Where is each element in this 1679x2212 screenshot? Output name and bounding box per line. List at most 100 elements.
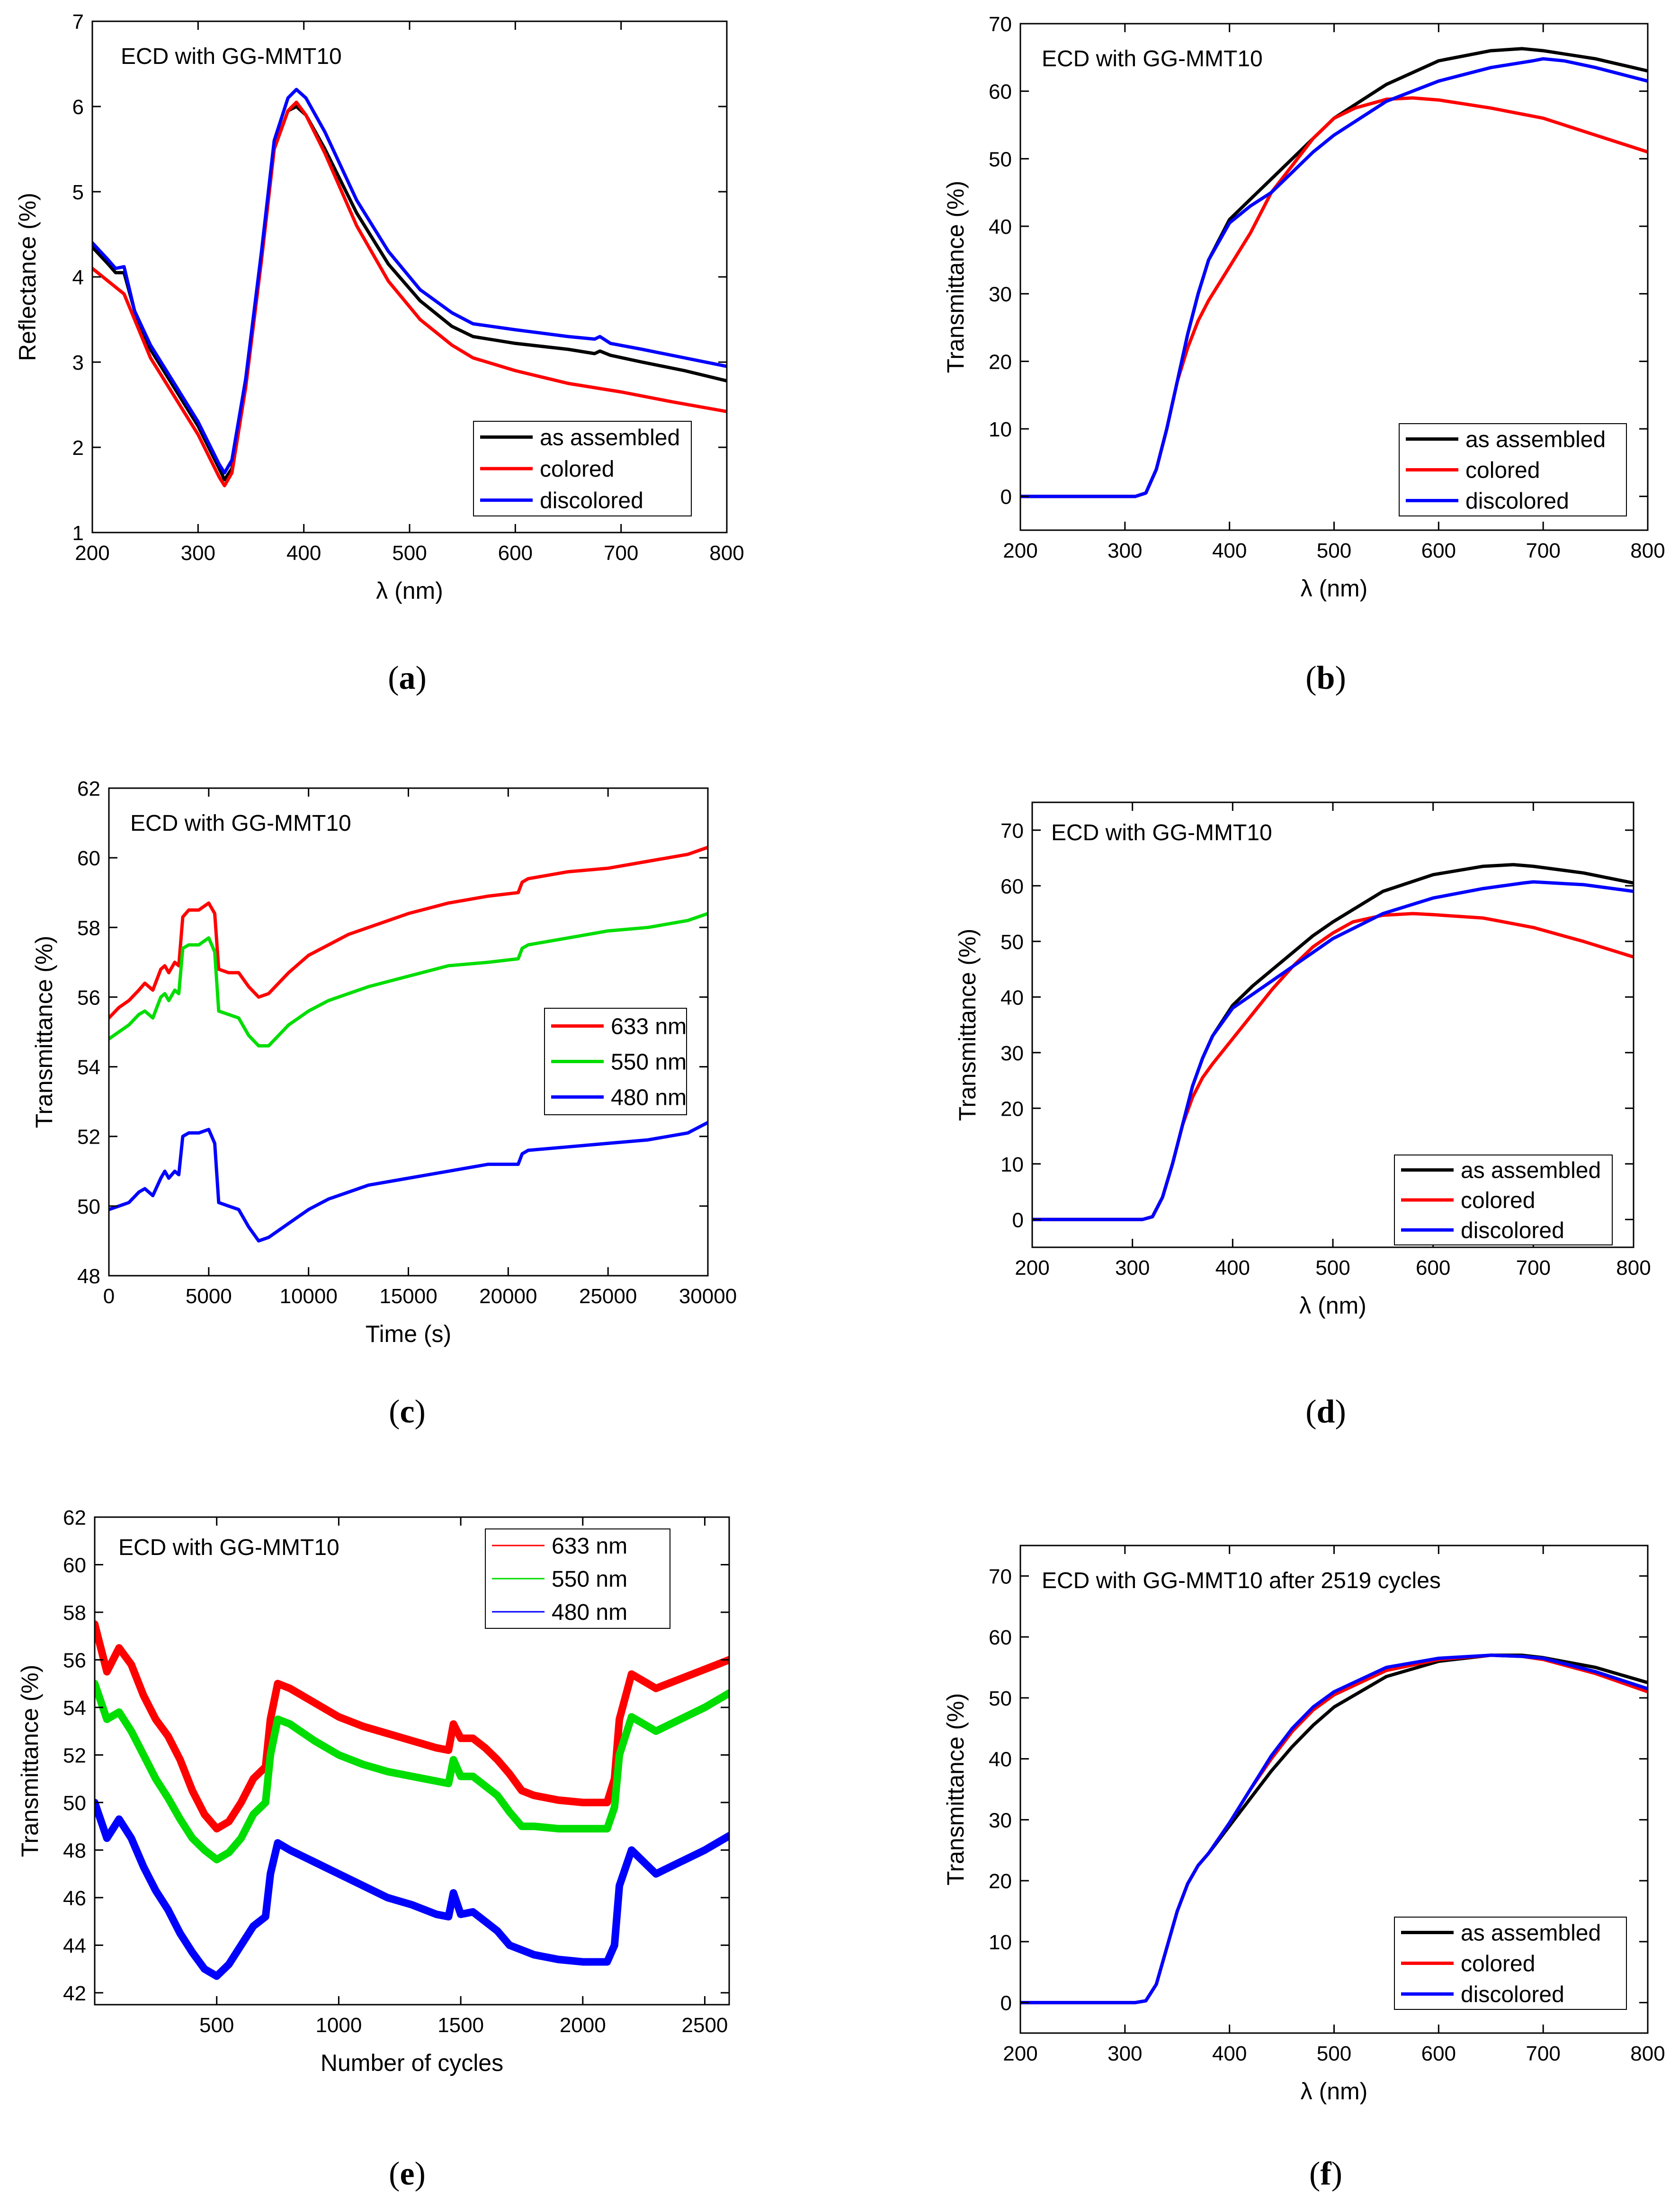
x-tick-label: 200 xyxy=(1015,1256,1049,1279)
x-tick-label: 300 xyxy=(181,542,215,565)
y-tick-label: 44 xyxy=(63,1934,86,1957)
y-tick-label: 54 xyxy=(77,1056,100,1079)
y-tick-label: 10 xyxy=(989,418,1012,441)
legend-entry-label: as assembled xyxy=(1461,1158,1601,1183)
x-axis-label: λ (nm) xyxy=(376,577,443,604)
x-tick-label: 15000 xyxy=(379,1285,437,1308)
x-tick-label: 2000 xyxy=(560,2014,606,2037)
chart-panel-e: 500 1000 1500 2000 2500 42 44 46 48 50 52 54 56 58 60 6… xyxy=(17,1506,730,2192)
y-tick-label: 20 xyxy=(989,1870,1012,1893)
y-tick-label: 60 xyxy=(989,1626,1012,1649)
legend-entry-label: 550 nm xyxy=(611,1050,687,1075)
y-tick-label: 40 xyxy=(989,1748,1012,1771)
chart-panel-a: 200 300 400 500 600 700 800 1 2 3 4 5 6 7 λ (nm) Reflec… xyxy=(14,10,744,696)
legend: as assembled colored discolored xyxy=(1394,1155,1613,1245)
legend-entry-label: colored xyxy=(1465,458,1540,483)
legend-entry-label: 550 nm xyxy=(552,1567,627,1592)
x-tick-label: 500 xyxy=(1315,1256,1350,1279)
series-line-c-1 xyxy=(109,912,708,1048)
series-line-c-0 xyxy=(109,845,708,1020)
x-axis-label: Time (s) xyxy=(366,1321,451,1347)
x-tick-label: 400 xyxy=(1215,1256,1250,1279)
x-tick-label: 800 xyxy=(1630,2042,1665,2065)
chart-title: ECD with GG-MMT10 xyxy=(130,811,351,836)
x-tick-label: 300 xyxy=(1115,1256,1150,1279)
chart-title: ECD with GG-MMT10 after 2519 cycles xyxy=(1042,1568,1441,1593)
y-tick-label: 50 xyxy=(63,1792,86,1815)
legend-entry-label: colored xyxy=(1461,1188,1535,1213)
x-tick-label: 300 xyxy=(1107,539,1142,562)
chart-title: ECD with GG-MMT10 xyxy=(1051,820,1272,845)
y-tick-label: 42 xyxy=(63,1982,86,2005)
x-axis-label: λ (nm) xyxy=(1299,1292,1366,1319)
y-tick-label: 56 xyxy=(77,986,100,1009)
x-tick-label: 200 xyxy=(75,542,109,565)
x-tick-label: 5000 xyxy=(186,1285,232,1308)
y-tick-label: 60 xyxy=(989,80,1012,104)
series-line-f-2 xyxy=(1020,1653,1648,2005)
panel-label: (a) xyxy=(388,660,427,696)
y-tick-label: 5 xyxy=(72,181,84,204)
chart-panel-c: 0 5000 10000 15000 20000 25000 30000 48 50 52 54 56… xyxy=(31,777,737,1430)
series-line-e-0 xyxy=(95,1620,729,1833)
x-tick-label: 10000 xyxy=(279,1285,337,1308)
y-tick-label: 6 xyxy=(72,96,84,119)
y-tick-label: 2 xyxy=(72,436,84,460)
y-tick-label: 1 xyxy=(72,522,84,545)
panel-label: (c) xyxy=(389,1394,426,1430)
legend-entry-label: as assembled xyxy=(1465,427,1606,453)
legend-entry-label: 480 nm xyxy=(611,1085,687,1110)
y-axis-label: Transmittance (%) xyxy=(17,1665,43,1857)
x-tick-label: 0 xyxy=(103,1285,115,1308)
y-tick-label: 46 xyxy=(63,1887,86,1910)
y-tick-label: 10 xyxy=(1000,1153,1024,1176)
legend-entry-label: 480 nm xyxy=(552,1600,627,1625)
x-axis-label: λ (nm) xyxy=(1301,2078,1368,2105)
x-tick-label: 1000 xyxy=(315,2014,362,2037)
legend-entry-label: as assembled xyxy=(1461,1921,1601,1946)
y-tick-label: 58 xyxy=(77,916,100,940)
y-tick-label: 20 xyxy=(1000,1097,1024,1120)
y-tick-label: 62 xyxy=(63,1506,86,1529)
panel-label: (e) xyxy=(389,2156,426,2192)
legend: as assembled colored discolored xyxy=(1399,423,1627,516)
legend: as assembled colored discolored xyxy=(473,421,692,516)
panel-label: (d) xyxy=(1305,1394,1346,1430)
chart-panel-f: 200 300 400 500 600 700 800 0 10 20 30 40 50 60 70 λ (n… xyxy=(942,1545,1665,2192)
x-tick-label: 300 xyxy=(1107,2042,1142,2065)
x-tick-label: 700 xyxy=(1516,1256,1551,1279)
series-line-a-0 xyxy=(92,105,727,481)
x-tick-label: 500 xyxy=(1317,2042,1351,2065)
x-tick-label: 25000 xyxy=(579,1285,637,1308)
y-tick-label: 48 xyxy=(63,1839,86,1862)
y-tick-label: 40 xyxy=(1000,986,1024,1009)
y-tick-label: 3 xyxy=(72,351,84,374)
y-tick-label: 60 xyxy=(63,1554,86,1577)
y-tick-label: 50 xyxy=(989,1687,1012,1710)
y-tick-label: 60 xyxy=(77,847,100,870)
y-tick-label: 52 xyxy=(63,1744,86,1767)
x-tick-label: 30000 xyxy=(679,1285,737,1308)
y-tick-label: 7 xyxy=(72,10,84,34)
x-tick-label: 500 xyxy=(392,542,427,565)
x-tick-label: 200 xyxy=(1003,539,1037,562)
legend: 633 nm 550 nm 480 nm xyxy=(485,1528,670,1629)
x-tick-label: 500 xyxy=(1317,539,1351,562)
x-tick-label: 600 xyxy=(498,542,533,565)
y-tick-label: 30 xyxy=(1000,1042,1024,1065)
y-tick-label: 50 xyxy=(989,148,1012,171)
y-tick-label: 58 xyxy=(63,1601,86,1625)
x-axis-label: Number of cycles xyxy=(321,2050,503,2076)
y-tick-label: 0 xyxy=(1012,1208,1024,1232)
x-tick-label: 400 xyxy=(286,542,321,565)
x-tick-label: 800 xyxy=(1630,539,1665,562)
legend-entry-label: discolored xyxy=(540,489,643,514)
plot-frame xyxy=(94,1516,730,2006)
y-tick-label: 20 xyxy=(989,350,1012,373)
series-line-a-1 xyxy=(92,100,727,488)
y-tick-label: 30 xyxy=(989,283,1012,306)
chart-title: ECD with GG-MMT10 xyxy=(1042,46,1263,71)
y-tick-label: 52 xyxy=(77,1126,100,1149)
y-tick-label: 0 xyxy=(1000,486,1012,509)
